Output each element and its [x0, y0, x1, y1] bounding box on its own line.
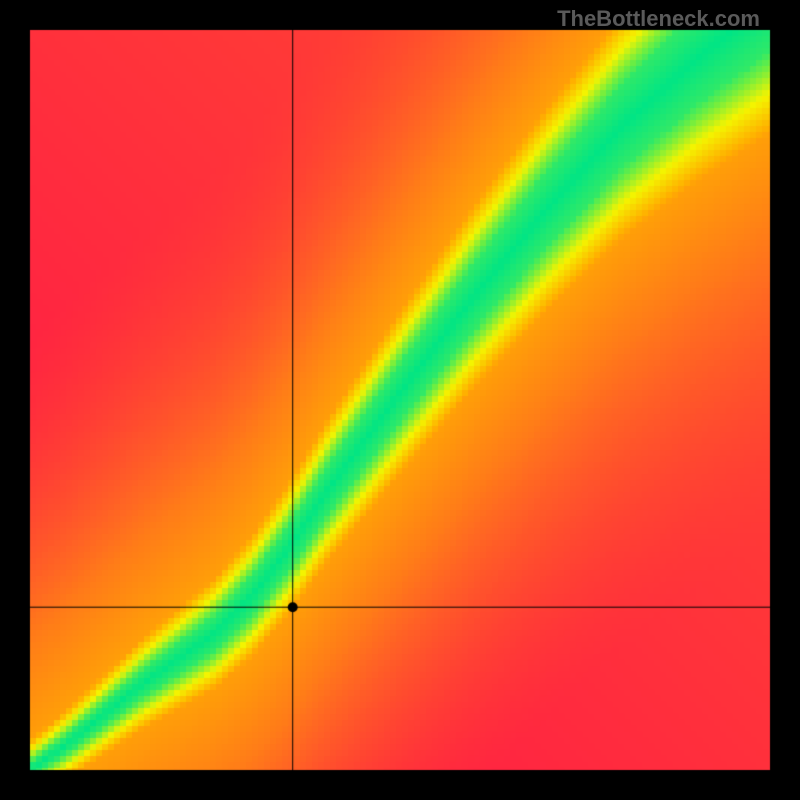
watermark-text: TheBottleneck.com — [557, 6, 760, 32]
heatmap-container: TheBottleneck.com — [0, 0, 800, 800]
bottleneck-heatmap — [0, 0, 800, 800]
